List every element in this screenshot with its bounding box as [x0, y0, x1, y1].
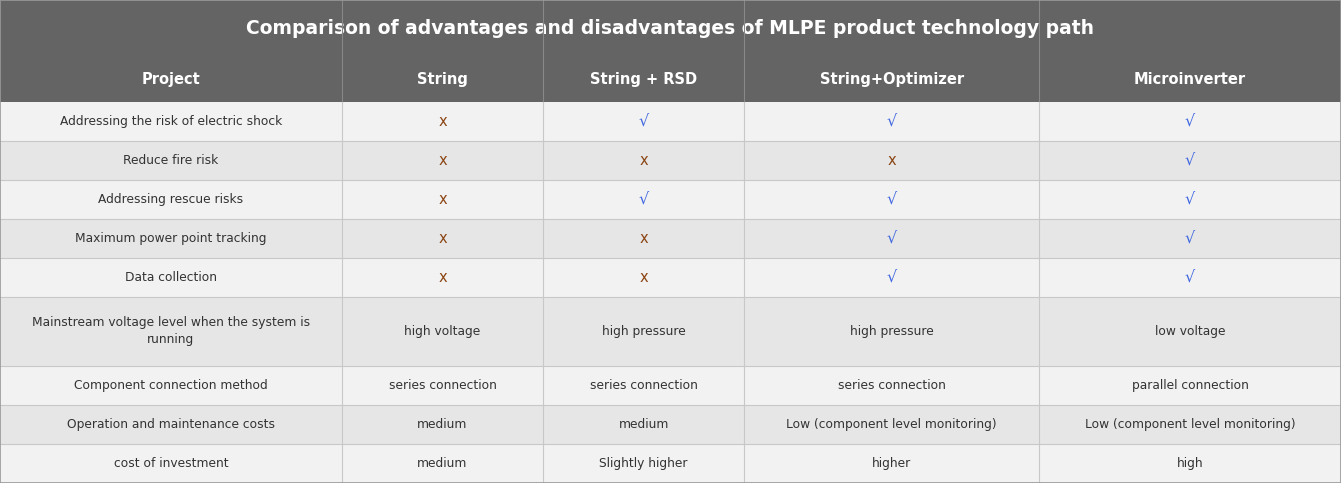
Text: cost of investment: cost of investment [114, 457, 228, 470]
Text: √: √ [1185, 114, 1195, 129]
Text: medium: medium [618, 418, 669, 431]
Bar [0, 180, 1341, 219]
Bar [0, 258, 1341, 297]
Text: Addressing rescue risks: Addressing rescue risks [98, 193, 244, 206]
Text: Mainstream voltage level when the system is
running: Mainstream voltage level when the system… [32, 316, 310, 346]
Text: x: x [439, 231, 447, 246]
Text: high pressure: high pressure [602, 325, 685, 338]
Text: x: x [640, 270, 648, 285]
Text: medium: medium [417, 457, 468, 470]
Text: x: x [439, 153, 447, 168]
Text: low voltage: low voltage [1155, 325, 1226, 338]
Text: Low (component level monitoring): Low (component level monitoring) [1085, 418, 1295, 431]
Text: medium: medium [417, 418, 468, 431]
Text: √: √ [1185, 231, 1195, 246]
Text: √: √ [886, 231, 897, 246]
Bar [0, 141, 1341, 180]
Text: Data collection: Data collection [125, 271, 217, 284]
Text: √: √ [886, 192, 897, 207]
Text: Component connection method: Component connection method [74, 379, 268, 392]
Text: Maximum power point tracking: Maximum power point tracking [75, 232, 267, 245]
Bar [0, 366, 1341, 405]
Bar [0, 405, 1341, 444]
Text: Microinverter: Microinverter [1134, 72, 1246, 87]
Text: √: √ [638, 114, 649, 129]
Text: String + RSD: String + RSD [590, 72, 697, 87]
Text: higher: higher [872, 457, 912, 470]
Text: Project: Project [142, 72, 200, 87]
Text: √: √ [886, 114, 897, 129]
Text: String: String [417, 72, 468, 87]
Text: x: x [439, 192, 447, 207]
Text: Comparison of advantages and disadvantages of MLPE product technology path: Comparison of advantages and disadvantag… [247, 19, 1094, 38]
Text: √: √ [1185, 153, 1195, 168]
Bar [0, 297, 1341, 366]
Text: x: x [888, 153, 896, 168]
Text: parallel connection: parallel connection [1132, 379, 1248, 392]
Text: high voltage: high voltage [405, 325, 480, 338]
Bar [0, 444, 1341, 483]
Text: x: x [640, 153, 648, 168]
Text: Reduce fire risk: Reduce fire risk [123, 154, 219, 167]
Bar [0, 219, 1341, 258]
Text: high pressure: high pressure [850, 325, 933, 338]
Bar [0, 102, 1341, 141]
Text: Low (component level monitoring): Low (component level monitoring) [786, 418, 998, 431]
Text: series connection: series connection [838, 379, 945, 392]
Text: √: √ [1185, 192, 1195, 207]
Text: Operation and maintenance costs: Operation and maintenance costs [67, 418, 275, 431]
Text: series connection: series connection [389, 379, 496, 392]
Text: √: √ [1185, 270, 1195, 285]
Bar [0, 0, 1341, 57]
Text: x: x [640, 231, 648, 246]
Text: √: √ [638, 192, 649, 207]
Text: high: high [1177, 457, 1203, 470]
Text: √: √ [886, 270, 897, 285]
Text: x: x [439, 270, 447, 285]
Bar [0, 57, 1341, 102]
Text: String+Optimizer: String+Optimizer [819, 72, 964, 87]
Text: Addressing the risk of electric shock: Addressing the risk of electric shock [60, 115, 282, 128]
Text: Slightly higher: Slightly higher [599, 457, 688, 470]
Text: series connection: series connection [590, 379, 697, 392]
Text: x: x [439, 114, 447, 129]
